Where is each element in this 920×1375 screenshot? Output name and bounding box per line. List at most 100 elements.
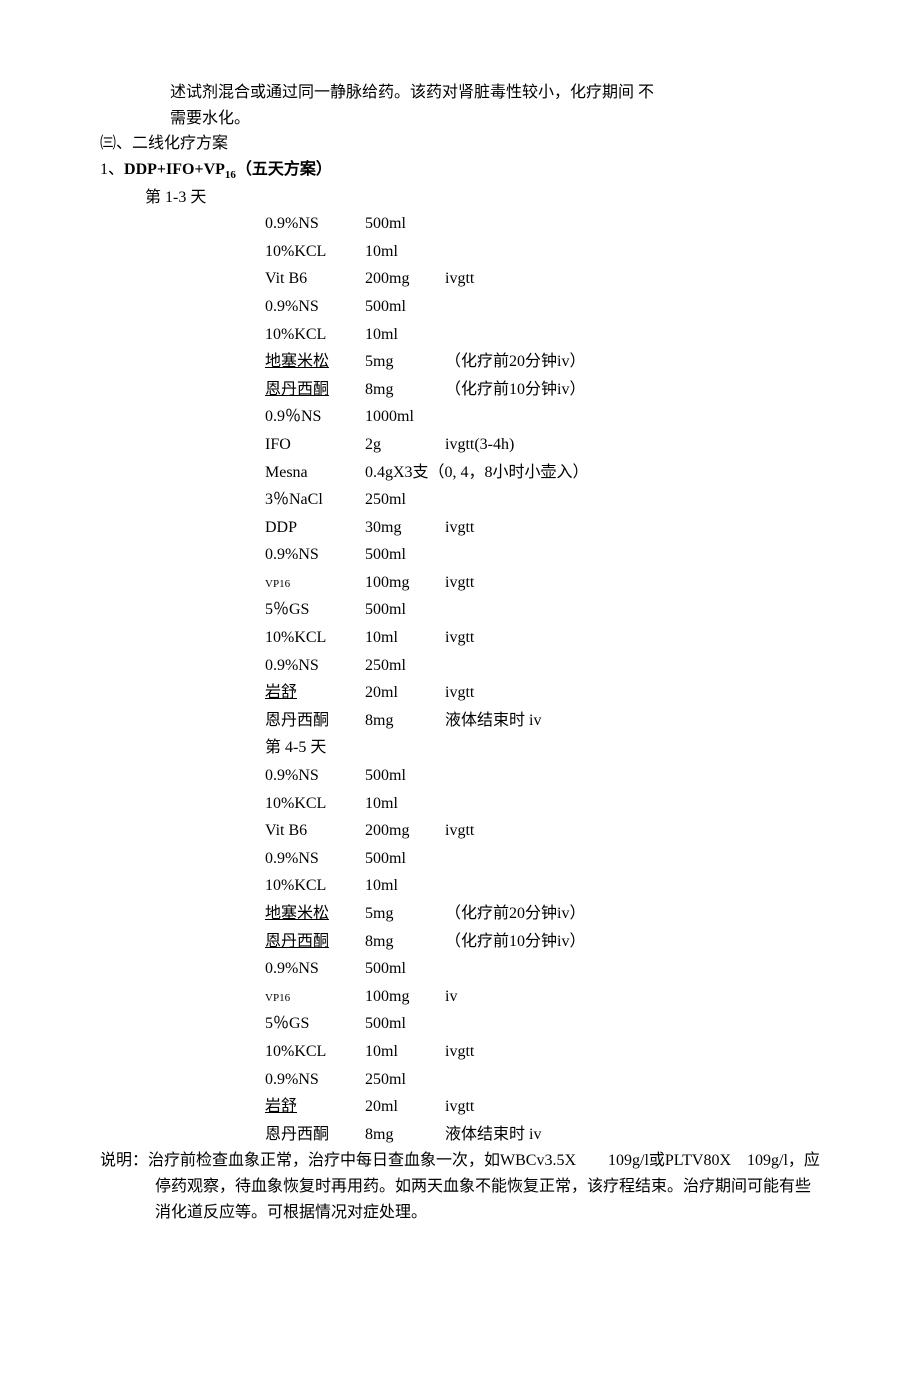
drug-name: 0.9%NS (265, 762, 365, 790)
dose: 10ml (365, 1038, 445, 1066)
day-1-3-text: 第 1-3 天 (145, 189, 206, 206)
drug-name: 地塞米松 (265, 348, 365, 376)
plan1-title-suffix: （五天方案） (236, 161, 332, 178)
drug-name: 10%KCL (265, 1038, 365, 1066)
note-block: 说明：治疗前检查血象正常，治疗中每日查血象一次，如WBCv3.5X 109g/l… (100, 1148, 820, 1225)
route (445, 210, 589, 238)
route: ivgtt (445, 817, 589, 845)
med-row: 地塞米松 5mg（化疗前20分钟iv） (265, 348, 589, 376)
route (445, 652, 589, 680)
route: （化疗前10分钟iv） (445, 928, 589, 956)
drug-name: VP16 (265, 569, 365, 597)
route: （化疗前10分钟iv） (445, 376, 589, 404)
med-row: IFO2givgtt(3-4h) (265, 431, 589, 459)
dose: 1000ml (365, 403, 445, 431)
dose: 500ml (365, 293, 445, 321)
drug-name: Vit B6 (265, 265, 365, 293)
drug-name: 10%KCL (265, 321, 365, 349)
dose: 2g (365, 431, 445, 459)
drug-name: 恩丹西酮 (265, 928, 365, 956)
dose: 250ml (365, 652, 445, 680)
med-row: VP16100mgivgtt (265, 569, 589, 597)
section-three-heading: ㈢、二线化疗方案 (100, 131, 820, 157)
med-row: 3％NaCl250ml (265, 486, 589, 514)
med-row: 10%KCL10ml (265, 872, 589, 900)
med-row: 0.9%NS500ml (265, 762, 589, 790)
med-row: 岩舒20mlivgtt (265, 679, 589, 707)
drug-name: 恩丹西酮 (265, 1121, 365, 1149)
dose: 100mg (365, 569, 445, 597)
med-row: 0.9%NS250ml (265, 1066, 589, 1094)
med-row: Vit B6 200mgivgtt (265, 265, 589, 293)
drug-name: 10%KCL (265, 238, 365, 266)
med-row: 恩丹西酮 8mg液体结束时 iv (265, 1121, 589, 1149)
route: ivgtt (445, 1038, 589, 1066)
day-4-5-text: 第 4-5 天 (265, 734, 589, 762)
intro-line1: 述试剂混合或通过同一静脉给药。该药对肾脏毒性较小，化疗期间 不 (170, 84, 654, 101)
dose: 250ml (365, 486, 445, 514)
dose: 8mg (365, 928, 445, 956)
drug-name: IFO (265, 431, 365, 459)
dose: 5mg (365, 900, 445, 928)
med-row: 10%KCL10mlivgtt (265, 1038, 589, 1066)
route (445, 790, 589, 818)
route (445, 293, 589, 321)
dose: 10ml (365, 872, 445, 900)
route (445, 238, 589, 266)
route: 液体结束时 iv (445, 1121, 589, 1149)
med-row: 0.9%NS500ml (265, 955, 589, 983)
med-row: Mesna0.4gX3支（0, 4，8小时小壶入） (265, 459, 589, 487)
dose: 500ml (365, 541, 445, 569)
drug-name: 恩丹西酮 (265, 707, 365, 735)
drug-name: 0.9%NS (265, 541, 365, 569)
route (445, 321, 589, 349)
med-row: 0.9%NS500ml (265, 541, 589, 569)
route (445, 872, 589, 900)
med-row: 0.9%NS500ml (265, 210, 589, 238)
drug-name: 5％GS (265, 1010, 365, 1038)
dose: 100mg (365, 983, 445, 1011)
drug-name: 0.9%NS (265, 845, 365, 873)
drug-name: 岩舒 (265, 679, 365, 707)
route (445, 486, 589, 514)
dose: 200mg (365, 817, 445, 845)
dose: 20ml (365, 1093, 445, 1121)
drug-name: 恩丹西酮 (265, 376, 365, 404)
med-row: 0.9%NS500ml (265, 845, 589, 873)
med-row: 10%KCL10ml (265, 790, 589, 818)
drug-name: 10%KCL (265, 624, 365, 652)
route: ivgtt (445, 624, 589, 652)
dose: 500ml (365, 762, 445, 790)
section-three-text: ㈢、二线化疗方案 (100, 135, 228, 152)
med-row: 0.9％NS1000ml (265, 403, 589, 431)
dose: 8mg (365, 1121, 445, 1149)
route: iv (445, 983, 589, 1011)
med-row: 10%KCL10ml (265, 321, 589, 349)
med-row: 10%KCL10ml (265, 238, 589, 266)
drug-name: Mesna (265, 459, 365, 487)
dose: 500ml (365, 210, 445, 238)
med-row: 恩丹西酮 8mg （化疗前10分钟iv） (265, 376, 589, 404)
route: （化疗前20分钟iv） (445, 900, 589, 928)
route (445, 596, 589, 624)
plan1-heading: 1、DDP+IFO+VP16（五天方案） (100, 157, 820, 185)
drug-name: 0.9%NS (265, 1066, 365, 1094)
dose: 8mg (365, 707, 445, 735)
med-row: 地塞米松 5mg（化疗前20分钟iv） (265, 900, 589, 928)
route (445, 1010, 589, 1038)
med-row: DDP30mgivgtt (265, 514, 589, 542)
med-row: 0.9%NS500ml (265, 293, 589, 321)
route: （化疗前20分钟iv） (445, 348, 589, 376)
route (445, 403, 589, 431)
drug-name: 10%KCL (265, 872, 365, 900)
route: ivgtt(3-4h) (445, 431, 589, 459)
med-row: 岩舒20mlivgtt (265, 1093, 589, 1121)
route: ivgtt (445, 679, 589, 707)
intro-line2: 需要水化。 (170, 110, 250, 127)
dose: 500ml (365, 1010, 445, 1038)
drug-name: 5％GS (265, 596, 365, 624)
dose: 500ml (365, 955, 445, 983)
day-1-3-header: 第 1-3 天 (145, 185, 820, 211)
route: ivgtt (445, 1093, 589, 1121)
route: ivgtt (445, 569, 589, 597)
